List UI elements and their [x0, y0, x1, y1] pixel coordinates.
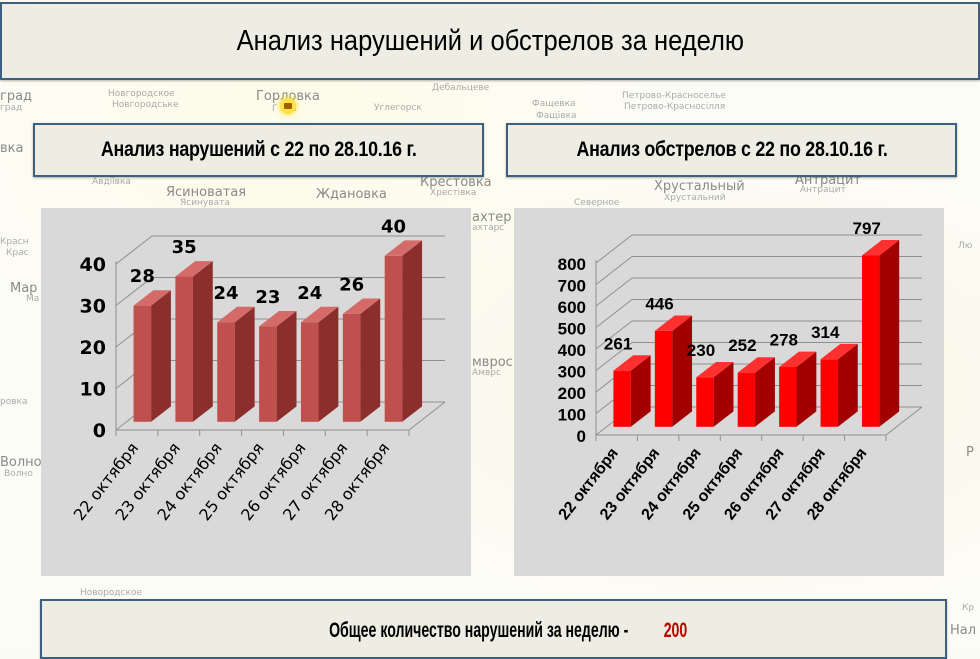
- shelling-chart: 0 100 200 300 400 500 600 700 800 261 22 октября 44…: [514, 208, 944, 576]
- map-label: град: [0, 89, 33, 104]
- weekly-total-value: 200: [664, 619, 688, 642]
- bar: [654, 315, 693, 427]
- map-label: Ясиноватая: [166, 185, 247, 200]
- weekly-total-label: Общее количество нарушений за неделю -: [329, 619, 629, 642]
- bar: [342, 298, 381, 422]
- data-label: 797: [852, 219, 880, 238]
- shelling-chart-title-text: Анализ обстрелов с 22 по 28.10.16 г.: [575, 138, 888, 161]
- y-tick-label: 10: [80, 379, 106, 401]
- violations-chart-title: Анализ нарушений с 22 по 28.10.16 г.: [33, 123, 484, 177]
- map-label: Антрацит: [795, 173, 862, 188]
- data-label: 278: [770, 331, 798, 350]
- data-label: 40: [381, 216, 406, 237]
- map-label: Дебальцеве: [432, 83, 490, 93]
- map-label: мврос: [472, 355, 513, 370]
- map-label: Фащівка: [536, 111, 577, 121]
- violations-chart-title-text: Анализ нарушений с 22 по 28.10.16 г.: [100, 138, 417, 161]
- weekly-total-panel: Общее количество нарушений за неделю - 2…: [40, 599, 947, 659]
- map-label: Антрацит: [800, 185, 846, 195]
- map-label: град: [0, 103, 23, 113]
- data-label: 314: [811, 323, 840, 342]
- map-label: ровка: [0, 397, 28, 407]
- map-label: Крас: [6, 248, 29, 258]
- bar: [861, 240, 900, 427]
- y-tick-label: 200: [558, 384, 586, 403]
- y-tick-label: 600: [558, 298, 586, 317]
- y-tick-label: 800: [558, 255, 586, 274]
- y-tick-label: 40: [80, 254, 106, 276]
- shelling-chart-title: Анализ обстрелов с 22 по 28.10.16 г.: [506, 123, 957, 177]
- y-tick-label: 100: [558, 406, 586, 425]
- map-label: Новгородское: [108, 89, 175, 99]
- page-title: Анализ нарушений и обстрелов за неделю: [0, 2, 980, 80]
- map-label: Лю: [958, 241, 973, 251]
- map-label: Хрустальний: [664, 193, 726, 203]
- map-label: Петрово-Красноселье: [622, 91, 726, 101]
- map-label: Новородское: [80, 588, 142, 598]
- map-label: ахтер: [472, 210, 512, 225]
- bar: [175, 261, 213, 422]
- map-label: ахтарс: [472, 223, 505, 233]
- y-tick-label: 500: [558, 320, 586, 339]
- data-label: 230: [687, 341, 715, 360]
- map-label: Ждановка: [316, 187, 387, 202]
- map-label: Углегорск: [374, 103, 422, 113]
- map-label: Мар: [10, 281, 38, 296]
- y-tick-label: 20: [80, 337, 106, 359]
- data-label: 24: [214, 283, 239, 304]
- y-tick-label: 300: [558, 363, 586, 382]
- map-label: Ма: [26, 294, 40, 304]
- data-label: 252: [728, 336, 756, 355]
- bar: [696, 361, 734, 427]
- bar: [259, 310, 297, 422]
- weekly-total-text: Общее количество нарушений за неделю - 2…: [297, 619, 691, 643]
- map-label: Новгородське: [112, 100, 179, 110]
- map-label: Кр: [962, 603, 975, 613]
- data-label: 23: [255, 287, 280, 308]
- y-tick-label: 700: [558, 277, 586, 296]
- city-marker-icon: [280, 98, 296, 114]
- bar: [613, 355, 651, 427]
- bar: [217, 306, 255, 422]
- map-label: Северное: [574, 198, 620, 208]
- violations-chart: 0 10 20 30 40 28 22 октября 35 23 октября 24 24 ок…: [41, 208, 471, 576]
- map-label: Ясинувата: [180, 198, 230, 208]
- map-label: Красн: [0, 237, 29, 247]
- map-label: Р: [966, 445, 974, 460]
- data-label: 28: [130, 266, 155, 287]
- map-label: Петрово-Красносілля: [624, 102, 726, 112]
- map-label: Хрустальный: [654, 179, 745, 194]
- map-label: Нал: [950, 623, 977, 638]
- y-tick-label: 0: [577, 427, 586, 446]
- map-label: Горловка: [256, 89, 320, 104]
- y-tick-label: 30: [80, 296, 106, 318]
- map-label: Хрестівка: [430, 188, 477, 198]
- bar: [737, 357, 775, 427]
- data-label: 446: [645, 295, 673, 314]
- bar: [820, 343, 858, 427]
- bar: [133, 290, 171, 422]
- data-label: 261: [604, 334, 632, 353]
- map-label: Амврс: [472, 368, 501, 378]
- map-label: Волно: [0, 455, 42, 470]
- y-tick-label: 0: [93, 420, 106, 442]
- bar: [779, 351, 817, 427]
- page-title-text: Анализ нарушений и обстрелов за неделю: [236, 24, 744, 57]
- map-label: вка: [0, 141, 24, 156]
- map-label: Крестовка: [420, 175, 492, 190]
- data-label: 24: [297, 283, 322, 304]
- map-label: Авдіївка: [92, 177, 131, 187]
- y-tick-label: 400: [558, 341, 586, 360]
- data-label: 35: [172, 237, 197, 258]
- data-label: 26: [339, 275, 364, 296]
- map-label: Волно: [4, 469, 33, 479]
- bar: [384, 240, 423, 422]
- bar: [300, 306, 339, 422]
- map-label: Фащевка: [532, 99, 576, 109]
